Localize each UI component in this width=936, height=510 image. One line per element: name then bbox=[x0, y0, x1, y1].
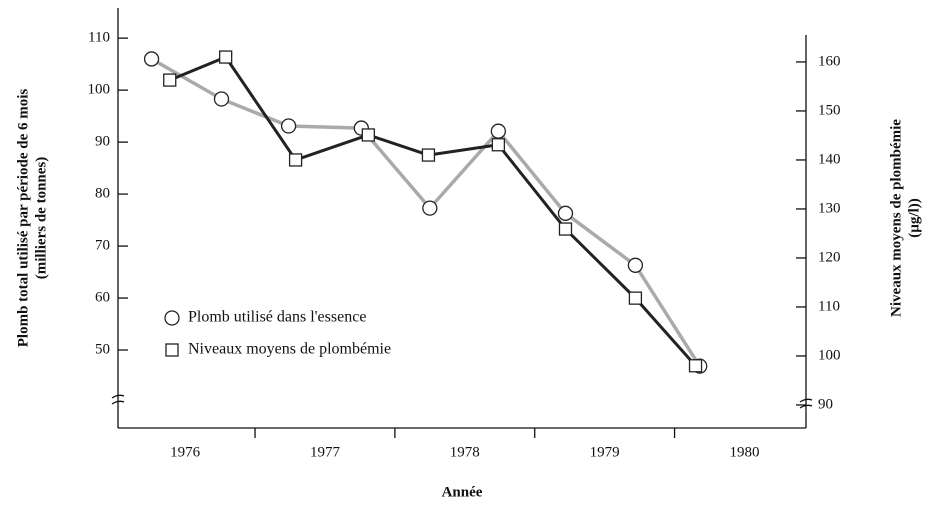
y-axis-title: Plomb total utilisé par période de 6 moi… bbox=[15, 89, 49, 348]
y2-tick-label: 120 bbox=[818, 249, 841, 265]
y-axis-title-line: (milliers de tonnes) bbox=[33, 157, 49, 279]
point bbox=[557, 205, 574, 221]
point bbox=[219, 50, 233, 64]
y2-tick-label: 100 bbox=[818, 347, 841, 363]
x-axis-title: Année bbox=[442, 484, 483, 500]
x-tick-label: 1977 bbox=[310, 444, 341, 460]
y2-tick-label: 110 bbox=[818, 298, 840, 314]
x-tick-label: 1979 bbox=[590, 444, 620, 460]
y-tick-label: 90 bbox=[95, 134, 110, 150]
legend-marker bbox=[164, 310, 180, 326]
point bbox=[627, 257, 644, 273]
point bbox=[213, 91, 230, 107]
y2-tick-label: 90 bbox=[818, 396, 833, 412]
y-tick-label: 100 bbox=[88, 82, 111, 98]
point bbox=[422, 200, 438, 216]
y-tick-label: 70 bbox=[95, 238, 110, 254]
y-tick-label: 110 bbox=[88, 30, 110, 46]
point bbox=[288, 153, 303, 167]
y2-tick-label: 130 bbox=[818, 200, 841, 216]
legend-label: Plomb utilisé dans l'essence bbox=[188, 309, 366, 326]
x-tick-label: 1980 bbox=[729, 444, 759, 460]
legend-marker bbox=[165, 343, 179, 357]
y2-axis-title-line: Niveaux moyens de plombémie bbox=[888, 119, 904, 317]
point bbox=[628, 291, 643, 305]
point bbox=[558, 222, 573, 236]
y2-tick-label: 160 bbox=[818, 53, 841, 69]
point bbox=[163, 73, 177, 87]
legend-label: Niveaux moyens de plombémie bbox=[188, 341, 391, 358]
point bbox=[143, 51, 160, 67]
y-tick-label: 60 bbox=[95, 289, 110, 305]
y-tick-label: 50 bbox=[95, 341, 110, 357]
y-tick-label: 80 bbox=[95, 186, 110, 202]
y2-axis-title: Niveaux moyens de plombémie (µg/l)) bbox=[888, 119, 922, 317]
y2-tick-label: 140 bbox=[818, 151, 841, 167]
x-tick-label: 1978 bbox=[450, 444, 480, 460]
point bbox=[490, 123, 507, 139]
point bbox=[491, 138, 506, 152]
axes bbox=[111, 8, 813, 429]
point bbox=[421, 148, 436, 162]
y-axis-title-line: Plomb total utilisé par période de 6 moi… bbox=[15, 89, 31, 348]
axis-break bbox=[111, 394, 125, 405]
point bbox=[280, 118, 297, 134]
y2-tick-label: 150 bbox=[818, 102, 841, 118]
y2-axis-title-line: (µg/l)) bbox=[906, 198, 922, 237]
point bbox=[688, 359, 703, 373]
point bbox=[361, 128, 375, 142]
x-tick-label: 1976 bbox=[170, 444, 201, 460]
